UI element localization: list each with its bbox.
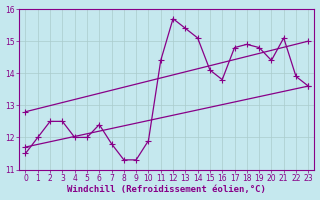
- X-axis label: Windchill (Refroidissement éolien,°C): Windchill (Refroidissement éolien,°C): [68, 185, 266, 194]
